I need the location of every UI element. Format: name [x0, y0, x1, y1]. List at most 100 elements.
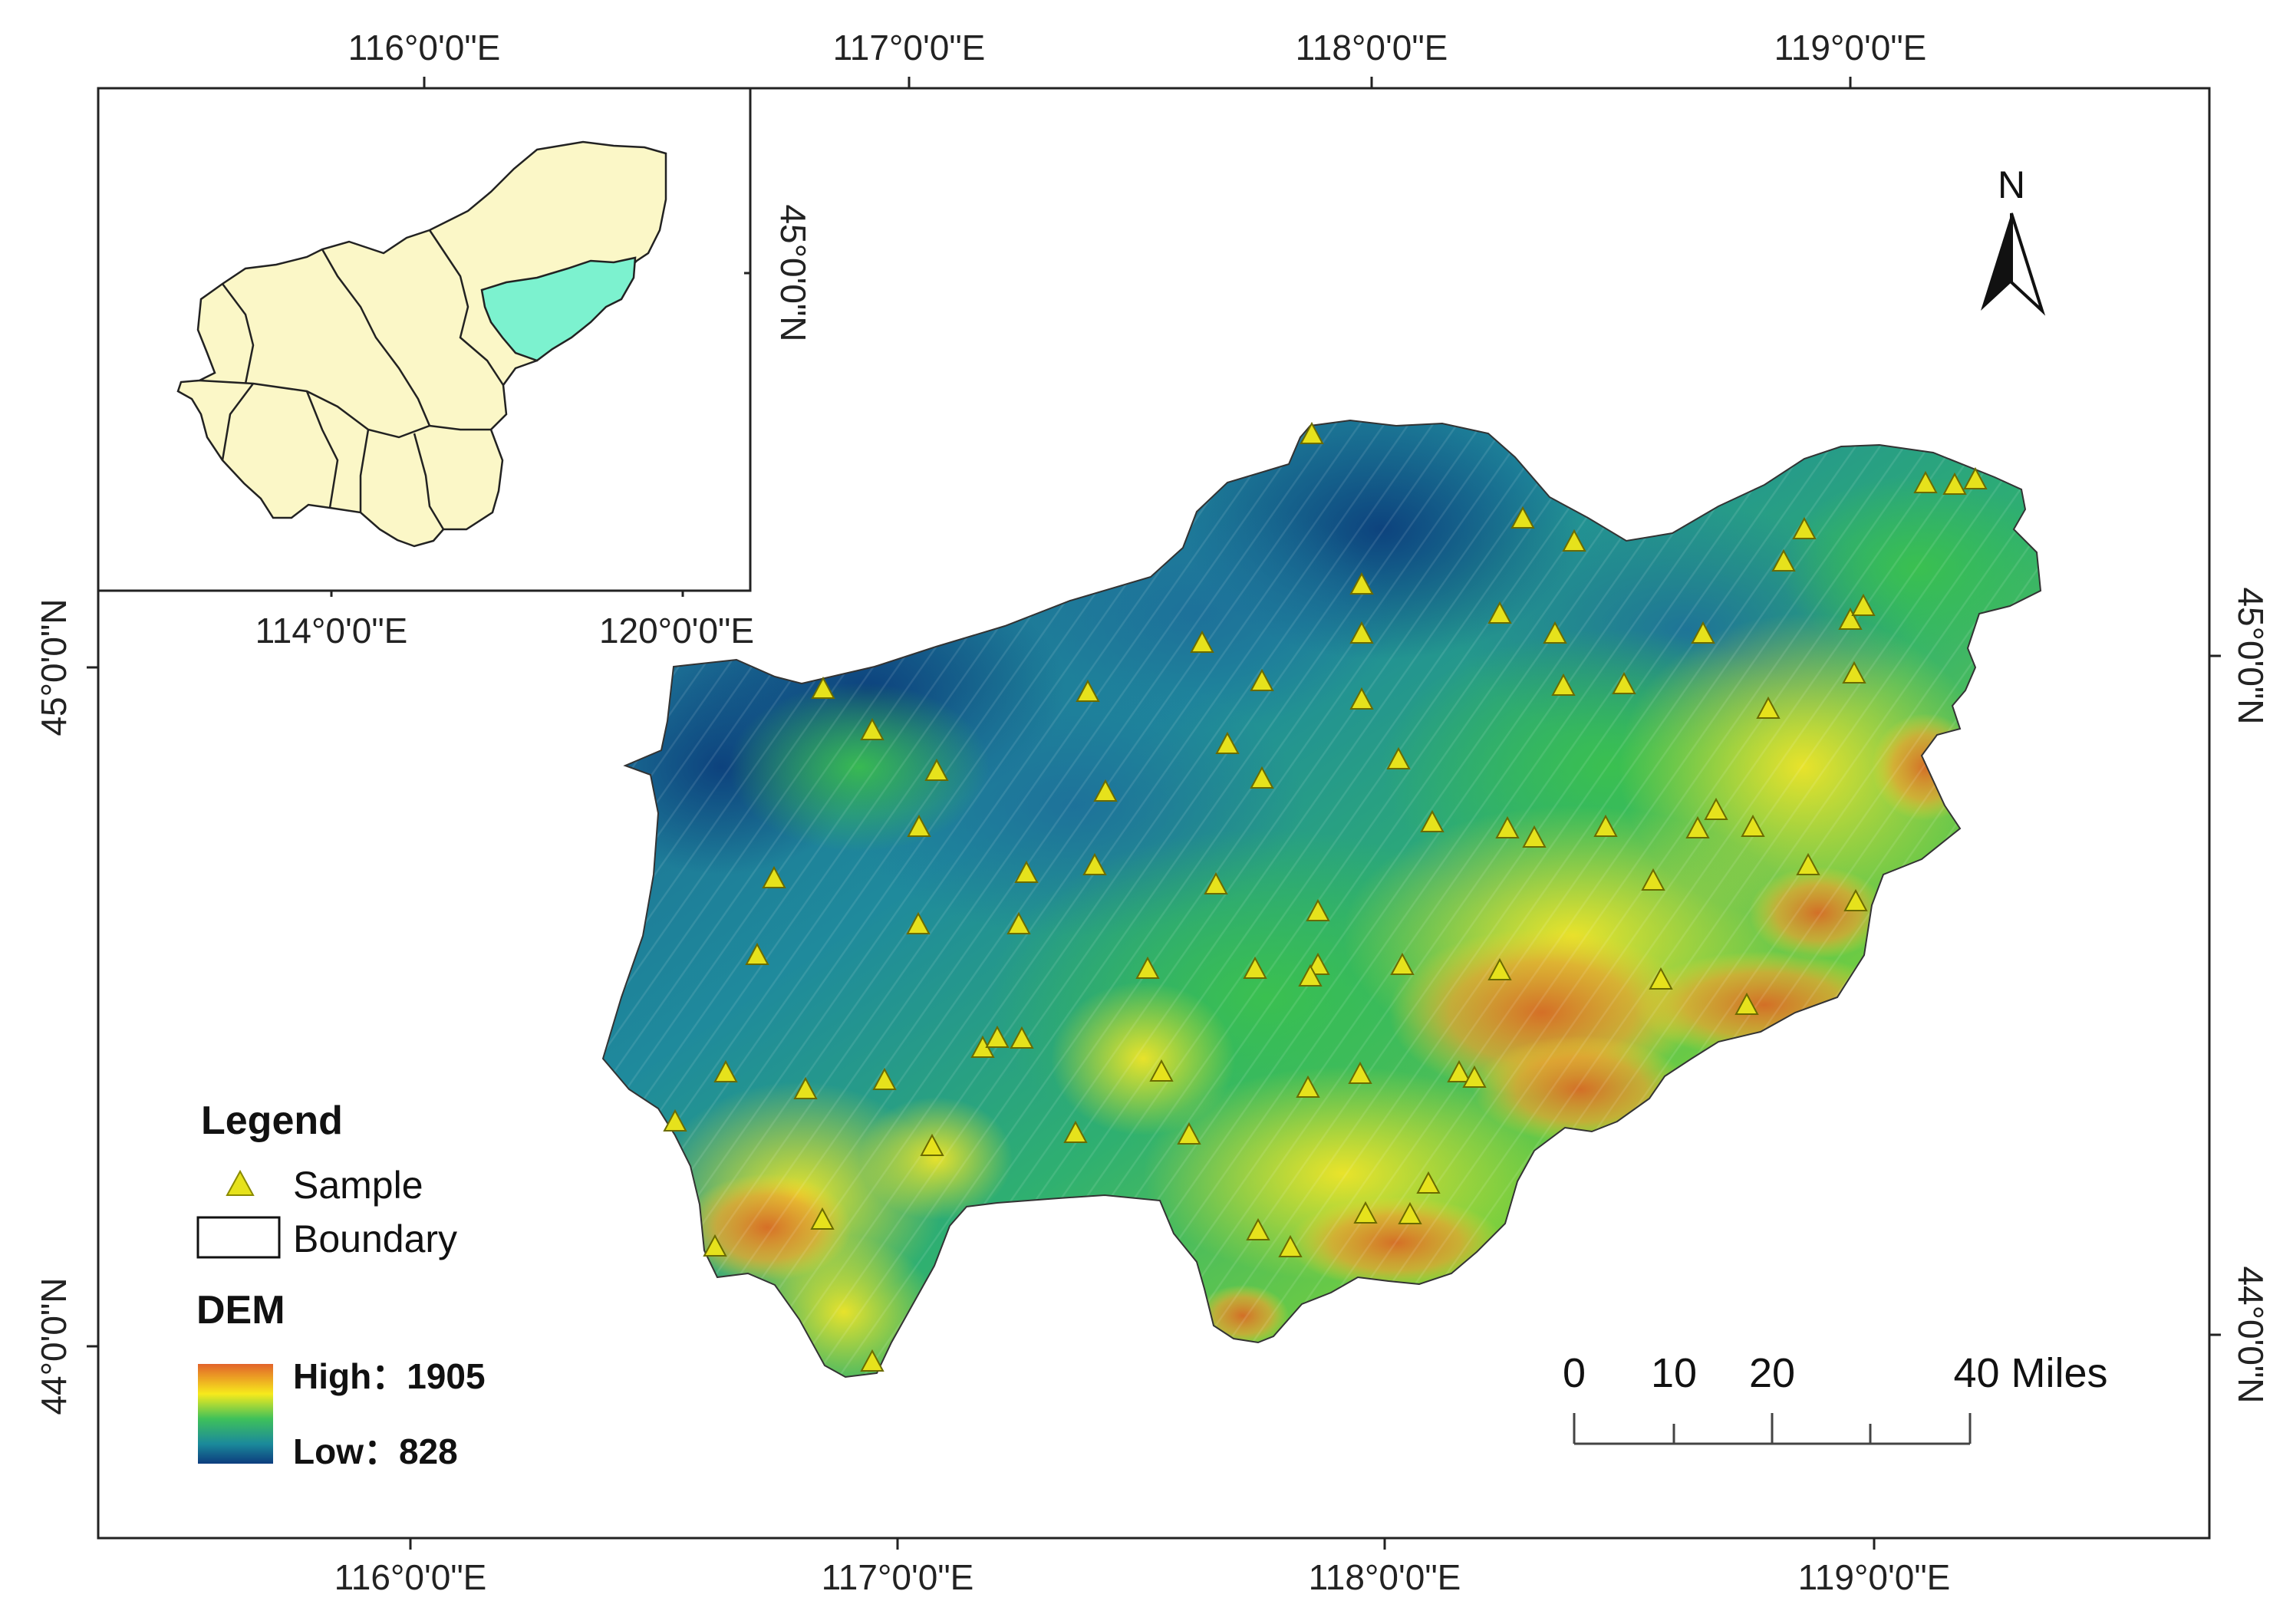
legend-low-label: Low：828 — [293, 1431, 458, 1471]
sample-triangle-icon — [1349, 687, 1374, 710]
sample-triangle-icon — [1796, 852, 1820, 875]
sample-triangle-icon — [1296, 1075, 1320, 1098]
sample-triangle-icon — [1543, 621, 1567, 644]
scale-label: 10 — [1651, 1350, 1697, 1396]
legend-high-label: High：1905 — [293, 1356, 486, 1396]
sample-triangle-icon — [907, 814, 931, 837]
sample-triangle-icon — [1551, 673, 1576, 696]
sample-triangle-icon — [1487, 601, 1512, 624]
sample-triangle-icon — [762, 865, 786, 888]
sample-triangle-icon — [1076, 679, 1100, 702]
sample-triangle-icon — [1010, 1026, 1034, 1049]
legend-dem-title: DEM — [196, 1288, 285, 1332]
scale-label: 40 Miles — [1953, 1350, 2107, 1396]
sample-triangle-icon — [1082, 852, 1107, 875]
sample-triangle-icon — [1963, 466, 1988, 489]
legend-sample-label: Sample — [293, 1164, 423, 1207]
sample-triangle-icon — [1792, 516, 1817, 539]
sample-triangle-icon — [1462, 1065, 1487, 1088]
sample-triangle-icon — [1215, 731, 1240, 754]
scale-label: 20 — [1749, 1350, 1795, 1396]
sample-triangle-icon — [1390, 952, 1415, 975]
sample-triangle-icon — [1190, 630, 1214, 653]
sample-triangle-icon — [1420, 809, 1445, 832]
sample-triangle-icon — [1014, 860, 1039, 883]
sample-triangle-icon — [810, 1207, 835, 1230]
sample-triangle-icon — [713, 1059, 738, 1082]
sample-triangle-icon — [1838, 607, 1863, 630]
bottom-lon-label: 116°0'0"E — [334, 1557, 487, 1597]
sample-triangle-icon — [226, 1169, 255, 1196]
sample-triangle-icon — [1353, 1201, 1378, 1224]
sample-triangle-icon — [703, 1234, 727, 1257]
north-arrow-icon — [1981, 213, 2011, 311]
right-lat-label: 44°0'0"N — [2231, 1266, 2271, 1403]
frame-ticks — [87, 77, 2221, 1550]
scale-bar: 0 10 20 40 Miles — [1563, 1350, 2108, 1445]
sample-triangle-icon — [1510, 506, 1535, 529]
sample-triangle-icon — [1756, 696, 1781, 719]
sample-triangle-icon — [1522, 825, 1547, 848]
sample-triangle-icon — [745, 942, 769, 965]
sample-triangle-icon — [1649, 967, 1673, 990]
sample-triangle-icon — [860, 1349, 885, 1372]
sample-triangle-icon — [1006, 911, 1031, 934]
sample-triangle-icon — [1641, 868, 1665, 891]
sample-triangle-icon — [1349, 621, 1374, 644]
sample-triangle-icon — [1851, 593, 1876, 616]
sample-points — [663, 421, 1988, 1372]
sample-triangle-icon — [1942, 472, 1967, 495]
sample-triangle-icon — [1298, 964, 1323, 987]
sample-triangle-icon — [811, 676, 835, 699]
inset-map — [97, 87, 752, 597]
left-lat-label: 44°0'0"N — [34, 1277, 74, 1415]
sample-triangle-icon — [1843, 888, 1868, 911]
sample-triangle-icon — [1562, 529, 1586, 552]
sample-triangle-icon — [793, 1076, 818, 1099]
sample-triangle-icon — [663, 1108, 687, 1132]
sample-triangle-icon — [1691, 621, 1715, 644]
top-lon-label: 118°0'0"E — [1296, 28, 1448, 68]
inset-lon-label: 114°0'0"E — [255, 611, 408, 651]
sample-triangle-icon — [1386, 746, 1411, 769]
sample-triangle-icon — [1741, 814, 1765, 837]
sample-triangle-icon — [1447, 1059, 1471, 1082]
inset-internal-boundaries — [199, 229, 505, 530]
sample-triangle-icon — [860, 717, 885, 740]
sample-triangle-icon — [1771, 548, 1796, 572]
sample-triangle-icon — [1250, 766, 1274, 789]
north-label: N — [1998, 163, 2025, 206]
sample-triangle-icon — [1093, 779, 1118, 802]
sample-triangle-icon — [1204, 871, 1228, 894]
sample-triangle-icon — [924, 758, 949, 781]
sample-triangle-icon — [1278, 1234, 1303, 1257]
sample-triangle-icon — [1704, 797, 1728, 820]
sample-triangle-icon — [1250, 668, 1274, 691]
sample-triangle-icon — [1685, 815, 1710, 838]
scale-label: 0 — [1563, 1350, 1586, 1396]
sample-triangle-icon — [906, 911, 931, 934]
sample-triangle-icon — [1416, 1171, 1441, 1194]
north-arrow: N — [1981, 163, 2046, 316]
sample-triangle-icon — [1306, 898, 1330, 921]
sample-triangle-icon — [1913, 470, 1938, 493]
sample-triangle-icon — [985, 1025, 1010, 1048]
left-lat-label: 45°0'0"N — [34, 598, 74, 736]
sample-triangle-icon — [1063, 1120, 1088, 1143]
top-lon-label: 116°0'0"E — [348, 28, 501, 68]
legend: Legend Sample Boundary DEM High：1905 Low… — [196, 1099, 486, 1471]
sample-triangle-icon — [1246, 1217, 1270, 1240]
sample-triangle-icon — [1495, 815, 1520, 838]
study-area-boundary — [601, 419, 2042, 1379]
boundary-swatch-icon — [196, 1216, 281, 1259]
legend-boundary-label: Boundary — [293, 1217, 457, 1260]
top-lon-label: 117°0'0"E — [833, 28, 986, 68]
bottom-lon-label: 118°0'0"E — [1309, 1557, 1461, 1597]
right-lat-label: 45°0'0"N — [2231, 587, 2271, 724]
sample-triangle-icon — [872, 1067, 897, 1090]
sample-triangle-icon — [1300, 421, 1324, 444]
sample-triangle-icon — [1177, 1122, 1201, 1145]
legend-title: Legend — [201, 1099, 343, 1143]
sample-triangle-icon — [1243, 956, 1267, 979]
